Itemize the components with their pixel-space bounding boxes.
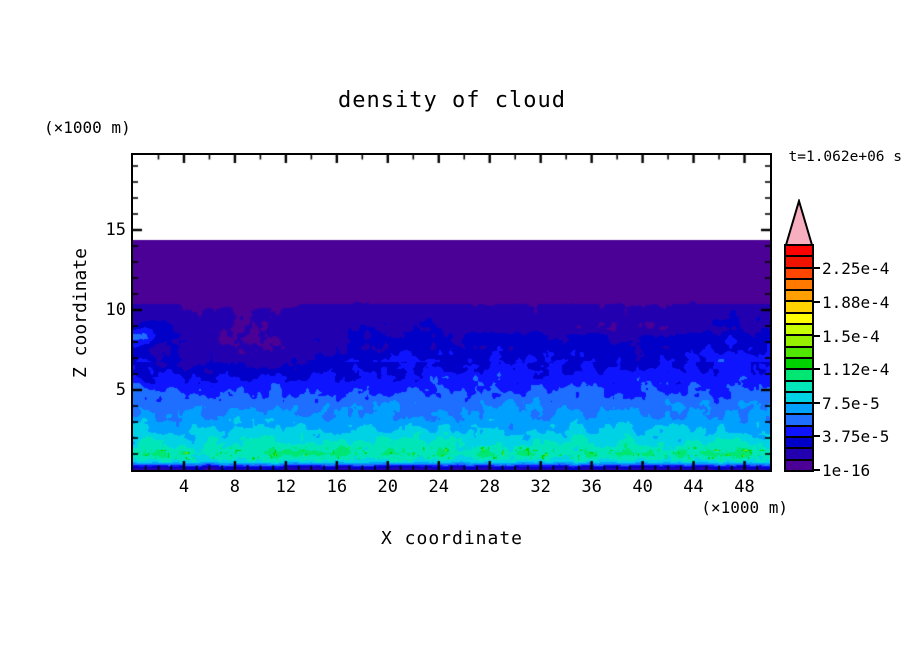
colorbar-segment — [786, 404, 812, 416]
x-tick-label: 8 — [229, 477, 241, 497]
colorbar-segment — [786, 336, 812, 348]
x-axis-title: X coordinate — [380, 528, 524, 549]
x-tick-label: 20 — [377, 477, 399, 497]
colorbar-segment — [786, 246, 812, 258]
x-tick-label: 4 — [178, 477, 190, 497]
z-tick-label: 10 — [105, 300, 126, 320]
colorbar-segment — [786, 449, 812, 461]
x-tick-label: 40 — [632, 477, 653, 497]
colorbar-segment — [786, 415, 812, 427]
colorbar-tick-label: 2.25e-4 — [822, 259, 890, 279]
colorbar-tick-label: 3.75e-5 — [822, 427, 890, 447]
colorbar-tick — [813, 435, 820, 438]
colorbar-segment — [786, 370, 812, 382]
colorbar-segment — [786, 460, 812, 470]
colorbar-segment — [786, 291, 812, 303]
x-tick-label: 16 — [326, 477, 348, 497]
colorbar-tick-label: 1.5e-4 — [822, 326, 880, 346]
x-tick-label: 32 — [530, 477, 551, 497]
colorbar-segment — [786, 381, 812, 393]
plot-title: density of cloud — [338, 88, 566, 113]
x-tick-label: 48 — [734, 477, 755, 497]
colorbar-overflow-arrow-icon — [784, 199, 814, 246]
colorbar-tick — [813, 368, 820, 371]
contour-canvas — [133, 155, 770, 470]
colorbar-segment — [786, 426, 812, 439]
colorbar-segment — [786, 257, 812, 269]
colorbar-tick — [813, 334, 820, 337]
x-tick-label: 24 — [428, 477, 449, 497]
colorbar-segment — [786, 313, 812, 326]
colorbar-segment — [786, 325, 812, 337]
time-stamp-label: t=1.062e+06 s — [788, 149, 903, 165]
z-tick-label: 15 — [105, 220, 126, 240]
x-tick-label: 36 — [581, 477, 602, 497]
x-tick-label: 12 — [275, 477, 297, 497]
x-tick-label: 28 — [479, 477, 500, 497]
plot-frame — [131, 153, 772, 472]
colorbar-segment — [786, 347, 812, 359]
colorbar-segment — [786, 358, 812, 371]
z-tick-label: 5 — [115, 380, 126, 400]
colorbar-tick-label: 1.88e-4 — [822, 293, 890, 312]
colorbar-segment — [786, 268, 812, 280]
colorbar-segment — [786, 392, 812, 405]
colorbar-segment — [786, 279, 812, 292]
colorbar — [784, 244, 814, 472]
colorbar-tick — [813, 267, 820, 270]
colorbar-tick-label: 1e-16 — [822, 461, 871, 480]
colorbar-tick — [813, 301, 820, 303]
x-axis-unit-label: (×1000 m) — [701, 498, 788, 517]
colorbar-tick-label: 1.12e-4 — [822, 360, 890, 380]
colorbar-tick — [813, 401, 820, 404]
colorbar-segment — [786, 302, 812, 314]
z-axis-unit-label: (×1000 m) — [44, 118, 131, 137]
colorbar-segment — [786, 438, 812, 450]
x-tick-label: 44 — [683, 477, 704, 497]
colorbar-tick — [813, 469, 820, 471]
colorbar-tick-label: 7.5e-5 — [822, 393, 880, 413]
